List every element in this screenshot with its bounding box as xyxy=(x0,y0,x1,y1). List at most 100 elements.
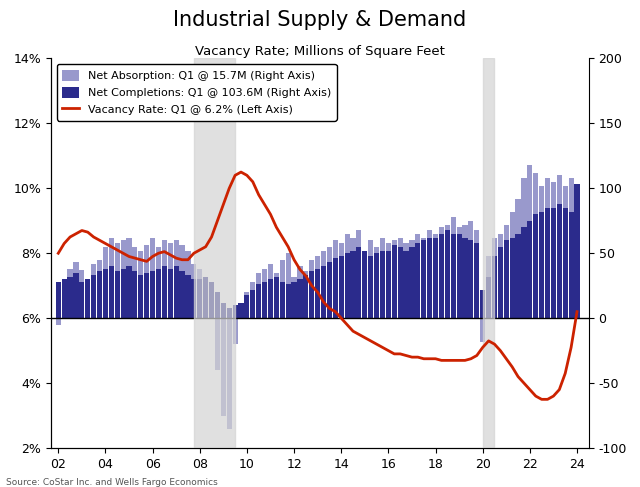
Bar xyxy=(575,184,580,318)
Bar xyxy=(215,318,220,370)
Bar xyxy=(221,318,226,415)
Bar xyxy=(61,279,67,318)
Bar xyxy=(280,282,285,318)
Bar xyxy=(445,230,450,318)
Bar xyxy=(120,269,125,318)
Bar xyxy=(468,221,474,318)
Bar xyxy=(209,312,214,318)
Bar xyxy=(474,230,479,318)
Bar xyxy=(527,165,532,318)
Bar xyxy=(368,240,373,318)
Bar xyxy=(492,256,497,318)
Bar xyxy=(109,266,114,318)
Bar xyxy=(456,227,461,318)
Bar xyxy=(456,234,461,318)
Bar xyxy=(268,263,273,318)
Bar xyxy=(67,277,73,318)
Bar xyxy=(351,251,356,318)
Bar xyxy=(232,305,237,318)
Bar xyxy=(403,251,409,318)
Bar xyxy=(244,292,250,318)
Bar xyxy=(280,260,285,318)
Bar xyxy=(303,275,308,318)
Bar xyxy=(415,243,420,318)
Bar xyxy=(362,251,367,318)
Bar xyxy=(480,290,485,318)
Bar xyxy=(120,240,125,318)
Bar xyxy=(486,277,491,318)
Bar xyxy=(439,227,444,318)
Bar xyxy=(557,175,562,318)
Bar xyxy=(498,247,503,318)
Bar xyxy=(115,271,120,318)
Bar xyxy=(215,292,220,318)
Bar xyxy=(515,234,521,318)
Bar xyxy=(115,243,120,318)
Bar xyxy=(410,247,415,318)
Bar xyxy=(533,173,538,318)
Bar xyxy=(67,269,73,318)
Text: Industrial Supply & Demand: Industrial Supply & Demand xyxy=(173,10,467,30)
Bar xyxy=(56,318,61,325)
Bar xyxy=(56,282,61,318)
Bar xyxy=(250,290,255,318)
Bar xyxy=(144,273,149,318)
Bar xyxy=(268,279,273,318)
Bar xyxy=(486,256,491,318)
Bar xyxy=(291,277,297,318)
Bar xyxy=(194,58,235,448)
Bar xyxy=(321,266,326,318)
Bar xyxy=(150,271,155,318)
Bar xyxy=(433,238,438,318)
Bar xyxy=(403,243,409,318)
Bar xyxy=(427,230,432,318)
Bar xyxy=(186,251,191,318)
Bar xyxy=(227,308,232,318)
Bar xyxy=(74,273,79,318)
Bar xyxy=(527,221,532,318)
Bar xyxy=(91,263,96,318)
Bar xyxy=(551,208,556,318)
Bar xyxy=(61,279,67,318)
Bar xyxy=(327,262,332,318)
Bar xyxy=(480,318,485,341)
Bar xyxy=(356,230,362,318)
Bar xyxy=(545,178,550,318)
Bar xyxy=(463,238,468,318)
Bar xyxy=(415,234,420,318)
Bar xyxy=(197,269,202,318)
Bar xyxy=(563,208,568,318)
Bar xyxy=(568,212,573,318)
Bar xyxy=(244,295,250,318)
Bar xyxy=(397,247,403,318)
Bar xyxy=(97,260,102,318)
Bar xyxy=(380,251,385,318)
Bar xyxy=(386,251,391,318)
Bar xyxy=(186,275,191,318)
Bar xyxy=(127,266,132,318)
Bar xyxy=(339,256,344,318)
Bar xyxy=(445,225,450,318)
Bar xyxy=(575,298,580,318)
Legend: Net Absorption: Q1 @ 15.7M (Right Axis), Net Completions: Q1 @ 103.6M (Right Axi: Net Absorption: Q1 @ 15.7M (Right Axis),… xyxy=(57,64,337,121)
Bar xyxy=(262,282,267,318)
Bar xyxy=(315,269,320,318)
Bar xyxy=(498,234,503,318)
Bar xyxy=(239,305,244,318)
Bar xyxy=(468,240,474,318)
Bar xyxy=(439,234,444,318)
Bar xyxy=(138,275,143,318)
Bar xyxy=(179,245,185,318)
Bar xyxy=(103,247,108,318)
Bar xyxy=(298,266,303,318)
Bar xyxy=(239,302,244,318)
Bar xyxy=(221,302,226,318)
Bar xyxy=(109,238,114,318)
Bar xyxy=(421,240,426,318)
Bar xyxy=(74,262,79,318)
Bar xyxy=(483,58,495,448)
Bar xyxy=(173,266,179,318)
Bar xyxy=(568,178,573,318)
Bar xyxy=(451,234,456,318)
Bar xyxy=(168,243,173,318)
